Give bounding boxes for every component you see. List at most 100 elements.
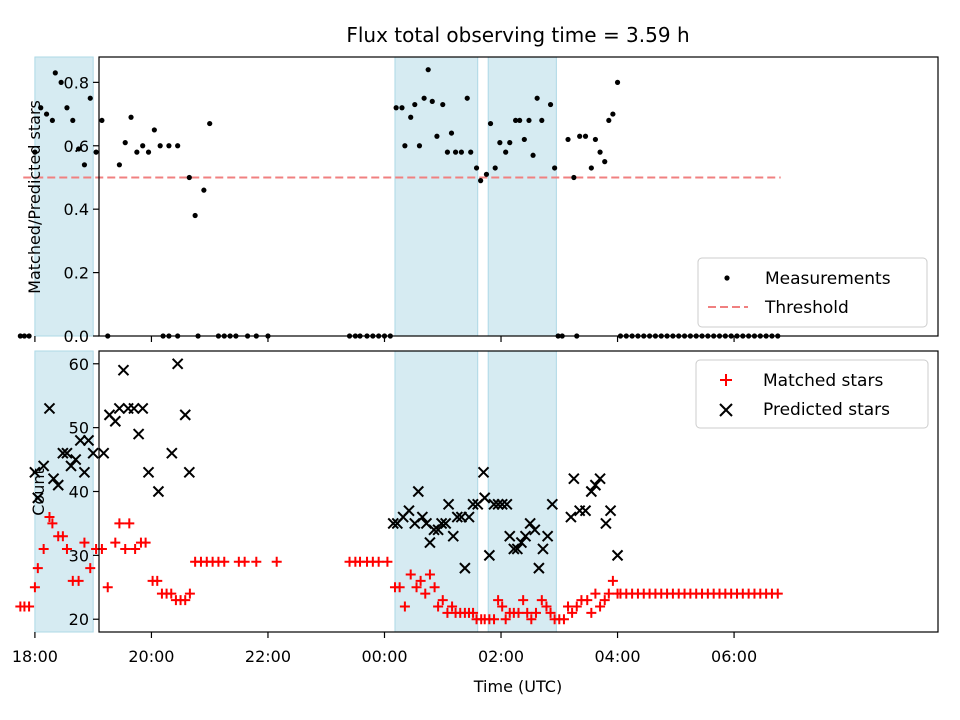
matched-star-point	[558, 614, 569, 625]
matched-star-point	[590, 588, 601, 599]
predicted-star-point	[483, 549, 496, 562]
predicted-star-point	[69, 453, 82, 466]
matched-star-point	[522, 607, 533, 618]
matched-star-point	[47, 518, 58, 529]
measurement-point	[534, 95, 540, 101]
measurement-point	[99, 117, 105, 124]
predicted-star-point	[74, 434, 87, 447]
x-tick-label: 04:00	[594, 647, 640, 666]
x-tick-label: 06:00	[711, 647, 757, 666]
measurement-point	[157, 143, 163, 149]
measurement-point	[444, 149, 451, 155]
matched-star-point	[110, 537, 121, 548]
measurement-point	[64, 105, 70, 111]
predicted-star-point	[537, 543, 549, 555]
measurement-point	[17, 333, 23, 339]
predicted-star-point	[600, 517, 612, 530]
matched-star-point	[603, 588, 614, 599]
matched-star-point	[120, 543, 131, 554]
predicted-star-point	[171, 358, 184, 370]
matched-star-point	[184, 588, 195, 599]
measurement-point	[207, 120, 213, 127]
predicted-star-point	[488, 498, 500, 510]
legend-measurements-label: Measurements	[765, 269, 891, 289]
top-y-axis: 0.0 0.2 0.4 0.6 0.8	[64, 73, 99, 346]
matched-star-point	[32, 563, 43, 574]
predicted-star-point	[29, 466, 41, 479]
x-tick-label: 00:00	[361, 647, 407, 666]
measurement-point	[192, 212, 198, 219]
bottom-legend-box	[695, 359, 929, 429]
predicted-star-point	[519, 530, 532, 542]
observing-window-band	[34, 56, 94, 337]
legend-threshold-label: Threshold	[764, 298, 849, 318]
x-tick-label: 20:00	[128, 647, 174, 666]
measurement-point	[565, 136, 571, 143]
observing-window-band	[394, 350, 479, 633]
predicted-star-point	[611, 549, 624, 562]
measurement-point	[434, 133, 440, 139]
measurement-point	[473, 165, 480, 171]
matched-star-point	[424, 569, 435, 580]
measurement-point	[425, 67, 431, 73]
measurement-point	[582, 133, 589, 139]
measurement-point	[448, 130, 455, 136]
matched-star-point	[468, 607, 479, 618]
measurement-point	[512, 117, 519, 124]
legend-measurement-marker	[724, 275, 730, 281]
measurement-point	[507, 140, 513, 146]
predicted-star-point	[47, 473, 60, 485]
predicted-star-point	[132, 428, 145, 440]
measurement-point	[116, 162, 122, 168]
matched-star-point	[44, 512, 55, 523]
matched-star-point	[420, 588, 431, 599]
predicted-star-point	[529, 524, 541, 536]
matched-star-point	[447, 601, 458, 612]
x-tick-label: 18:00	[12, 647, 58, 666]
matched-star-point	[571, 601, 582, 612]
matched-star-point	[513, 607, 524, 618]
measurement-point	[399, 105, 405, 111]
matched-star-point	[433, 601, 444, 612]
matched-star-point	[373, 556, 384, 567]
top-legend: Measurements Threshold	[697, 257, 928, 328]
chart-title: Flux total observing time = 3.59 h	[346, 23, 689, 47]
measurement-point	[128, 114, 134, 120]
matched-star-point	[563, 601, 574, 612]
matched-star-point	[124, 518, 135, 529]
predicted-star-point	[52, 479, 64, 491]
predicted-star-point	[439, 517, 452, 530]
observing-window-band	[487, 350, 557, 633]
y-tick-label: 0.2	[64, 264, 89, 283]
predicted-star-point	[492, 498, 504, 510]
measurement-point	[483, 171, 490, 177]
matched-star-point	[586, 607, 597, 618]
predicted-star-point	[451, 511, 464, 523]
matched-star-point	[166, 588, 177, 599]
predicted-star-point	[568, 473, 580, 485]
measurement-point	[58, 79, 64, 85]
y-tick-label: 40	[69, 483, 89, 502]
predicted-star-point	[179, 409, 191, 421]
predicted-star-point	[463, 511, 475, 523]
matched-star-point	[530, 607, 541, 618]
predicted-star-point	[579, 504, 592, 517]
measurement-point	[32, 149, 38, 155]
y-tick-label: 50	[69, 419, 89, 438]
matched-star-point	[152, 575, 163, 586]
matched-star-point	[536, 595, 547, 606]
matched-star-point	[405, 569, 416, 580]
measurement-point	[440, 101, 446, 108]
observing-windows-bottom	[34, 350, 557, 633]
measurement-point	[412, 101, 418, 108]
measurement-point	[592, 136, 599, 143]
matched-star-point	[61, 543, 72, 554]
measurement-point	[151, 127, 157, 133]
predicted-star-point	[37, 460, 50, 472]
measurement-point	[606, 117, 612, 124]
matched-star-point	[102, 582, 113, 593]
predicted-star-point	[496, 498, 508, 510]
measurement-point	[21, 333, 28, 339]
predicted-star-point	[65, 460, 77, 472]
matched-star-point	[130, 543, 141, 554]
